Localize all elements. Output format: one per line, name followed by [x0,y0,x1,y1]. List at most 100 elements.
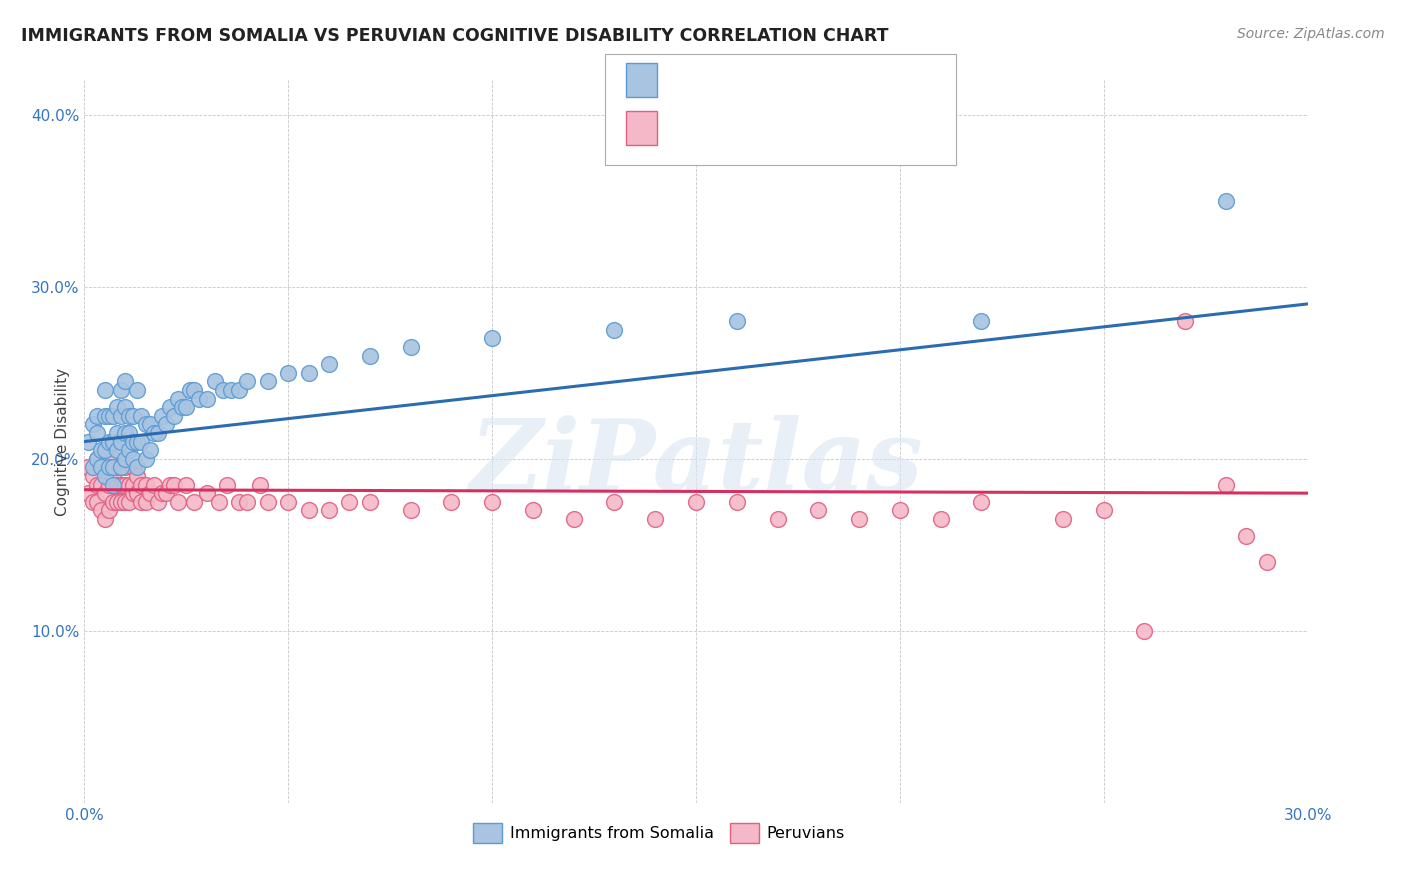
Point [122,477,145,491]
Point [118,477,141,491]
Text: N =: N = [814,120,853,137]
Point [138,417,160,432]
Point [146,494,169,508]
Point [212,383,235,397]
Point [889,503,911,517]
Point [114,451,136,466]
Point [86,425,108,440]
Point [174,400,197,414]
Point [114,460,136,475]
Point [114,477,136,491]
Point [172,400,194,414]
Point [118,425,141,440]
Point [399,340,422,354]
Point [110,434,132,449]
Text: ZiPatlas: ZiPatlas [470,415,922,511]
Point [138,486,160,500]
Point [183,383,205,397]
Point [90,477,112,491]
Point [97,451,120,466]
Text: IMMIGRANTS FROM SOMALIA VS PERUVIAN COGNITIVE DISABILITY CORRELATION CHART: IMMIGRANTS FROM SOMALIA VS PERUVIAN COGN… [21,27,889,45]
Point [179,383,201,397]
Point [93,486,115,500]
Point [183,494,205,508]
Point [86,451,108,466]
Point [1092,503,1115,517]
Point [118,494,141,508]
Point [110,409,132,423]
Legend: Immigrants from Somalia, Peruvians: Immigrants from Somalia, Peruvians [467,817,852,849]
Point [90,460,112,475]
Point [127,486,149,500]
Point [208,494,231,508]
Point [122,486,145,500]
Point [236,375,259,389]
Point [86,451,108,466]
Point [603,494,626,508]
Point [146,425,169,440]
Point [159,400,181,414]
Point [97,434,120,449]
Point [1236,529,1258,543]
Point [93,512,115,526]
Point [142,477,165,491]
Point [114,494,136,508]
Point [298,503,321,517]
Point [101,460,124,475]
Point [277,366,299,380]
Point [142,425,165,440]
Point [97,409,120,423]
Point [82,417,104,432]
Point [219,383,242,397]
Point [399,503,422,517]
Point [228,383,250,397]
Point [97,503,120,517]
Point [685,494,707,508]
Point [90,460,112,475]
Point [127,460,149,475]
Point [122,409,145,423]
Point [131,477,153,491]
Point [135,477,157,491]
Point [110,460,132,475]
Text: 0.325: 0.325 [742,71,799,89]
Text: 74: 74 [882,71,907,89]
Point [228,494,250,508]
Point [1215,194,1237,208]
Point [163,477,186,491]
Point [114,375,136,389]
Point [82,460,104,475]
Point [118,409,141,423]
Point [167,494,190,508]
Point [127,383,149,397]
Point [118,443,141,458]
Point [1133,624,1156,638]
Point [135,494,157,508]
Text: Source: ZipAtlas.com: Source: ZipAtlas.com [1237,27,1385,41]
Point [929,512,952,526]
Point [339,494,361,508]
Point [101,469,124,483]
Point [163,409,186,423]
Point [131,409,153,423]
Point [1052,512,1074,526]
Point [766,512,789,526]
Point [90,443,112,458]
Point [93,383,115,397]
Point [101,494,124,508]
Point [110,383,132,397]
Point [150,409,173,423]
Point [86,494,108,508]
Point [131,434,153,449]
Point [277,494,299,508]
Point [298,366,321,380]
Point [105,460,128,475]
Point [204,375,226,389]
Point [359,494,381,508]
Point [110,494,132,508]
Point [101,409,124,423]
Point [101,477,124,491]
Point [318,503,340,517]
Point [155,486,177,500]
Point [97,460,120,475]
